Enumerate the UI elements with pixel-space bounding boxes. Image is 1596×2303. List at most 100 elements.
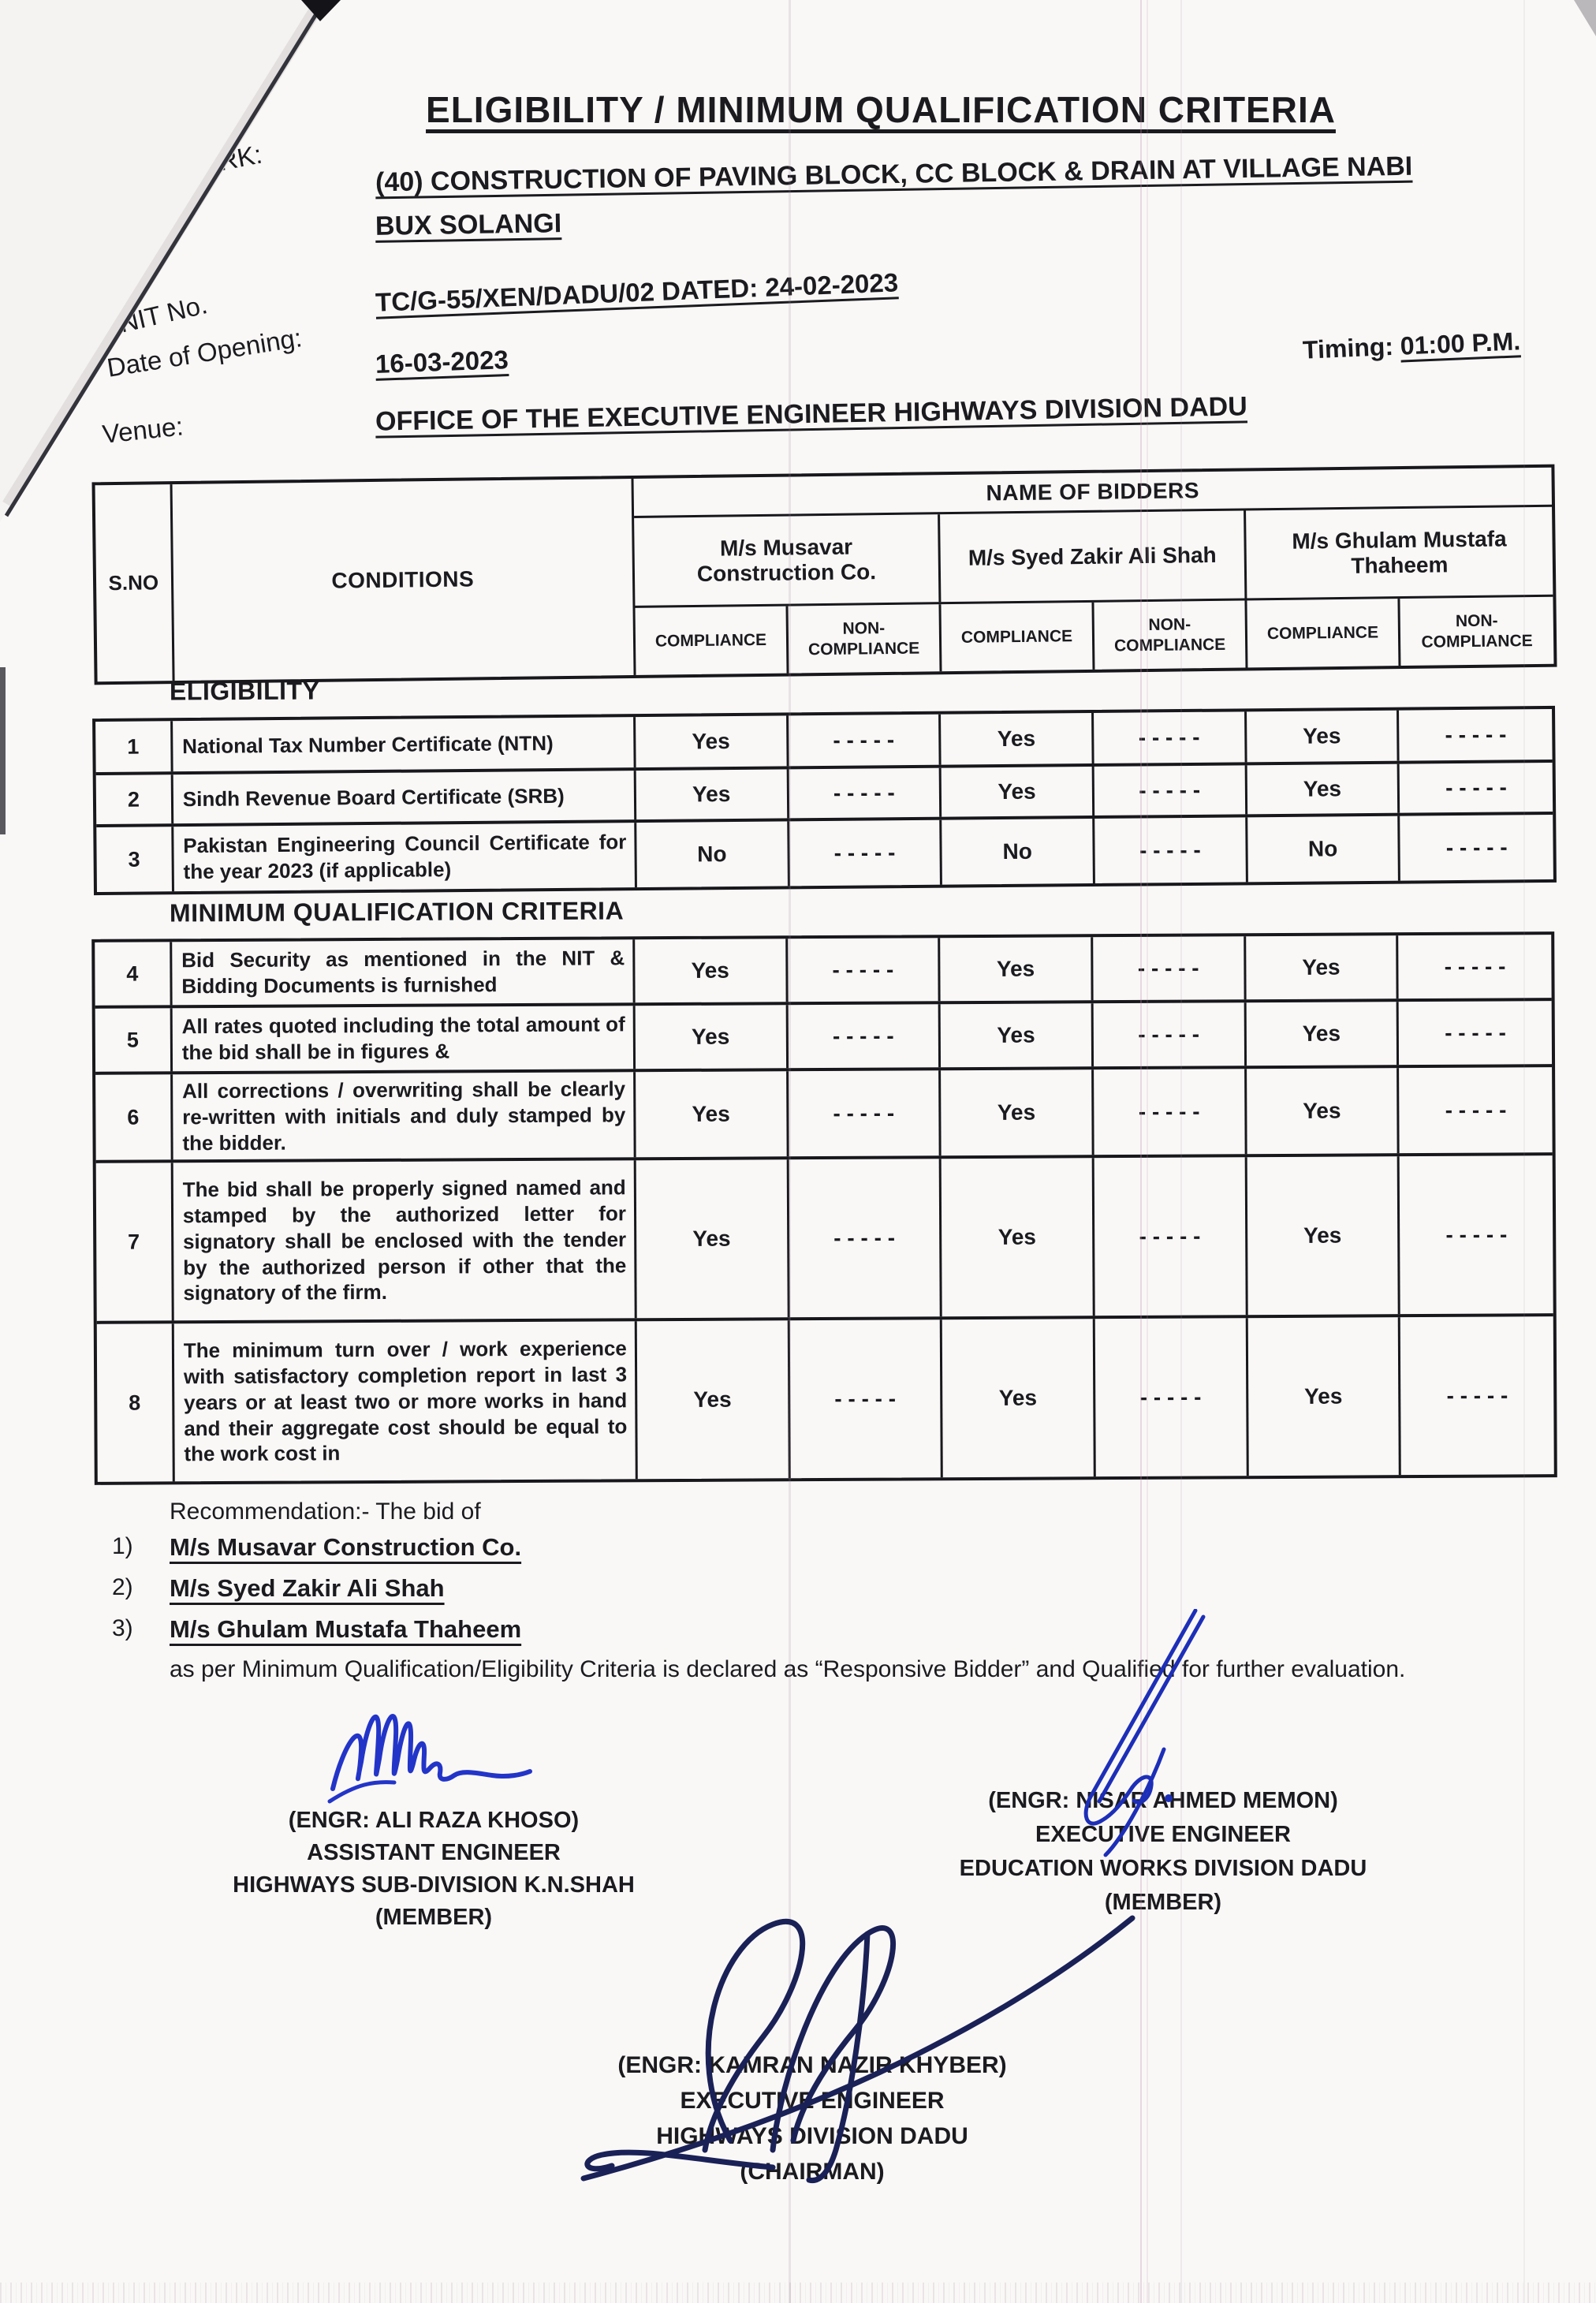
row-value: - - - - -: [1445, 1020, 1506, 1045]
row-value: No: [1247, 816, 1401, 883]
non-compliance-header: NON-COMPLIANCE: [788, 604, 942, 674]
signatory-role: (MEMBER): [375, 1905, 493, 1930]
date-of-opening-value: 16-03-2023: [375, 345, 509, 379]
row-condition: The minimum turn over / work experience …: [173, 1321, 638, 1482]
compliance-header: COMPLIANCE: [635, 606, 789, 675]
signatory-name: (ENGR: ALI RAZA KHOSO): [288, 1808, 580, 1833]
row-value: Yes: [635, 1071, 789, 1158]
row-value: - - - - -: [1093, 936, 1247, 1001]
bidder-name-musavar: M/s Musavar Construction Co.: [634, 514, 942, 606]
row-sno: 4: [95, 942, 173, 1006]
bidders-header-group: NAME OF BIDDERS M/s Musavar Construction…: [633, 467, 1554, 675]
row-value: - - - - -: [788, 1004, 942, 1069]
recommendation-item-name: M/s Musavar Construction Co.: [170, 1533, 522, 1561]
scan-edge-sliver: [0, 667, 6, 834]
row-value: No: [942, 819, 1095, 885]
row-value: Yes: [1246, 710, 1400, 763]
col-header-sno: S.NO: [95, 484, 175, 682]
row-value: Yes: [1245, 935, 1399, 1000]
row-value: Yes: [1247, 1156, 1401, 1316]
nit-label: NIT No.: [116, 289, 211, 338]
table-row: 3 Pakistan Engineering Council Certifica…: [96, 811, 1553, 893]
signatory-title: EXECUTIVE ENGINEER: [680, 2088, 945, 2114]
compliance-header-row: COMPLIANCE NON-COMPLIANCE COMPLIANCE NON…: [635, 597, 1554, 675]
recommendation-item-number: 2): [112, 1574, 133, 1600]
row-value: - - - - -: [788, 1070, 942, 1157]
non-compliance-header: NON-COMPLIANCE: [1094, 600, 1248, 670]
row-value: - - - - -: [1094, 1157, 1248, 1316]
row-condition: Sindh Revenue Board Certificate (SRB): [173, 771, 637, 824]
venue-value-text: OFFICE OF THE EXECUTIVE ENGINEER HIGHWAY…: [375, 391, 1248, 437]
eligibility-rows: 1 National Tax Number Certificate (NTN) …: [92, 705, 1557, 896]
table-row: 8 The minimum turn over / work experienc…: [96, 1313, 1554, 1483]
timing-label: Timing:: [1302, 331, 1394, 364]
row-value: Yes: [941, 1158, 1095, 1317]
scan-noise-band: [0, 2282, 1596, 2303]
row-value: - - - - -: [789, 1319, 944, 1479]
row-value: - - - - -: [789, 1159, 943, 1318]
page-corner-fold: [0, 0, 341, 522]
row-sno: 2: [95, 775, 174, 825]
work-value-line2: BUX SOLANGI: [375, 208, 562, 242]
signatory-title: ASSISTANT ENGINEER: [307, 1840, 561, 1865]
row-value: Yes: [636, 769, 789, 820]
recommendation-item-name: M/s Ghulam Mustafa Thaheem: [170, 1615, 522, 1643]
row-sno: 6: [95, 1074, 173, 1161]
row-value: Yes: [941, 713, 1094, 765]
bidder-names-row: M/s Musavar Construction Co. M/s Syed Za…: [634, 506, 1553, 608]
row-value: Yes: [635, 715, 789, 768]
table-row: 6 All corrections / overwriting shall be…: [95, 1064, 1553, 1161]
row-value: - - - - -: [1444, 954, 1506, 979]
page-title: ELIGIBILITY / MINIMUM QUALIFICATION CRIT…: [426, 89, 1336, 130]
signatory-title: EXECUTIVE ENGINEER: [1035, 1822, 1291, 1847]
row-condition: National Tax Number Certificate (NTN): [172, 717, 636, 772]
venue-label: Venue:: [101, 411, 185, 449]
recommendation-intro: Recommendation:- The bid of: [170, 1499, 481, 1525]
row-value: Yes: [1246, 1068, 1400, 1155]
section-title-eligibility: ELIGIBILITY: [169, 676, 320, 706]
non-compliance-header: NON-COMPLIANCE: [1421, 611, 1533, 651]
signatory-org: HIGHWAYS DIVISION DADU: [656, 2123, 968, 2149]
timing: Timing: 01:00 P.M.: [1302, 327, 1521, 365]
row-condition: Pakistan Engineering Council Certificate…: [173, 823, 637, 892]
row-value: Yes: [942, 1319, 1096, 1478]
signatory-name: (ENGR: KAMRAN NAZIR KHYBER): [617, 2052, 1007, 2078]
row-value: Yes: [635, 939, 789, 1003]
row-value: - - - - -: [1445, 1097, 1507, 1123]
row-condition: Bid Security as mentioned in the NIT & B…: [172, 939, 636, 1006]
row-value: - - - - -: [1445, 775, 1508, 801]
timing-value: 01:00 P.M.: [1400, 327, 1521, 360]
signatory-block-member-2: (ENGR: NISAR AHMED MEMON) EXECUTIVE ENGI…: [930, 1784, 1396, 1920]
row-condition: All rates quoted including the total amo…: [172, 1006, 636, 1072]
work-value-line1: (40) CONSTRUCTION OF PAVING BLOCK, CC BL…: [375, 151, 1413, 199]
row-value: - - - - -: [1445, 1222, 1508, 1248]
work-label: OF WORK:: [129, 139, 265, 193]
compliance-header: COMPLIANCE: [941, 602, 1095, 672]
row-value: - - - - -: [1093, 1002, 1247, 1067]
signatory-block-member-1: (ENGR: ALI RAZA KHOSO) ASSISTANT ENGINEE…: [213, 1805, 654, 1934]
row-value: - - - - -: [1446, 1383, 1508, 1409]
table-row: 7 The bid shall be properly signed named…: [95, 1152, 1553, 1322]
row-value: Yes: [940, 1003, 1094, 1068]
row-value: Yes: [635, 1005, 789, 1069]
scan-edge-corner: [1574, 0, 1596, 36]
recommendation-item-name: M/s Syed Zakir Ali Shah: [170, 1574, 445, 1602]
row-value: - - - - -: [1094, 1318, 1249, 1477]
row-value: - - - - -: [1094, 817, 1248, 884]
signatory-org: EDUCATION WORKS DIVISION DADU: [959, 1856, 1367, 1881]
row-sno: 8: [96, 1323, 175, 1483]
date-of-opening-value-text: 16-03-2023: [375, 345, 509, 379]
row-value: Yes: [1247, 1317, 1402, 1476]
row-value: - - - - -: [1445, 834, 1508, 860]
recommendation-item-number: 1): [112, 1533, 133, 1559]
signatory-role: (MEMBER): [1104, 1890, 1222, 1915]
signatory-name: (ENGR: NISAR AHMED MEMON): [988, 1788, 1338, 1813]
row-value: No: [636, 821, 790, 888]
col-header-conditions: CONDITIONS: [172, 478, 636, 681]
bidder-name-syed-zakir: M/s Syed Zakir Ali Shah: [940, 510, 1247, 603]
signatory-block-chairman: (ENGR: KAMRAN NAZIR KHYBER) EXECUTIVE EN…: [584, 2047, 1041, 2189]
row-value: Yes: [1247, 763, 1400, 815]
bidder-name-ghulam-mustafa: M/s Ghulam Mustafa Thaheem: [1292, 525, 1507, 578]
minimum-qualification-rows: 4 Bid Security as mentioned in the NIT &…: [91, 931, 1557, 1486]
